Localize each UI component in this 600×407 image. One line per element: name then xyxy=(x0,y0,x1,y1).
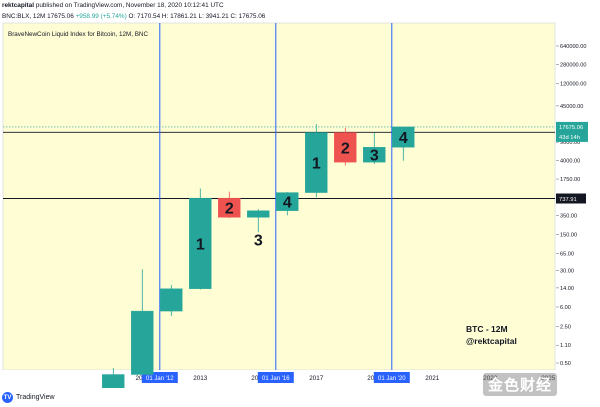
candle-body[interactable] xyxy=(392,126,415,148)
y-tick-label: 6.00 xyxy=(560,305,571,311)
chart-header: rektcapital published on TradingView.com… xyxy=(0,0,600,22)
candle-body[interactable] xyxy=(102,374,125,388)
tradingview-logo-text: TradingView xyxy=(16,394,55,401)
y-tick-label: 65.00 xyxy=(560,251,574,257)
cycle-phase-label: 3 xyxy=(370,148,379,165)
x-tick-label: 2021 xyxy=(425,375,440,382)
level-tag-label: 737.91 xyxy=(559,197,577,203)
author-name[interactable]: rektcapital xyxy=(2,2,34,9)
cycle-phase-label: 1 xyxy=(312,156,321,173)
x-tick-label: 2013 xyxy=(193,375,208,382)
ohlc-values: O: 7170.54 H: 17861.21 L: 3941.21 C: 176… xyxy=(128,13,266,20)
cycle-phase-label: 4 xyxy=(399,130,408,147)
vertical-marker-label: 01 Jan '16 xyxy=(262,376,290,382)
y-tick-label: 1750.00 xyxy=(560,177,580,183)
candle-body[interactable] xyxy=(247,210,270,218)
vertical-marker-tag xyxy=(141,372,178,383)
candle-body[interactable] xyxy=(218,197,241,218)
y-tick-label: 150.00 xyxy=(560,232,577,238)
y-tick-label: 640000.00 xyxy=(560,44,586,50)
y-tick-label: 280000.00 xyxy=(560,63,586,69)
y-tick-label: 45000.00 xyxy=(560,104,583,110)
vertical-marker-tag xyxy=(373,372,410,383)
price-tag xyxy=(556,131,588,142)
candle-body[interactable] xyxy=(334,132,357,163)
candlestick-chart[interactable]: BraveNewCoin Liquid Index for Bitcoin, 1… xyxy=(0,22,600,388)
x-tick-label: 2017 xyxy=(309,375,324,382)
cycle-phase-label: 4 xyxy=(283,195,292,212)
price-tag-label: 43d 14h xyxy=(559,135,580,141)
y-tick-label: 350.00 xyxy=(560,213,577,219)
x-tick-label: 2025 xyxy=(541,375,556,382)
cycle-phase-label: 2 xyxy=(341,140,350,157)
y-tick-label: 30.00 xyxy=(560,269,574,275)
y-tick-label: 1.10 xyxy=(560,343,571,349)
chart-footer: TV TradingView xyxy=(0,388,600,407)
annotation-author: @rektcapital xyxy=(466,336,517,346)
cycle-phase-label: 1 xyxy=(196,236,205,253)
annotation-title: BTC - 12M xyxy=(466,324,508,334)
price-change: +958.99 (+5.74%) xyxy=(75,13,127,20)
tradingview-logo-icon: TV xyxy=(2,392,13,403)
vertical-marker-tag xyxy=(257,372,294,383)
x-tick-label: 2023 xyxy=(483,375,498,382)
publish-details: published on TradingView.com, November 1… xyxy=(35,2,224,9)
y-tick-label: 120000.00 xyxy=(560,82,586,88)
symbol-label: BNC:BLX, 12M xyxy=(2,13,46,20)
watermark: 金色财经 xyxy=(483,373,558,396)
candle-body[interactable] xyxy=(276,192,299,211)
candle-body[interactable] xyxy=(131,310,154,375)
candle-body[interactable] xyxy=(363,147,386,163)
publish-info: rektcapital published on TradingView.com… xyxy=(2,0,600,11)
vertical-marker-label: 01 Jan '20 xyxy=(378,376,406,382)
y-tick-label: 9000.00 xyxy=(560,140,580,146)
price-tag xyxy=(556,121,588,132)
candle-body[interactable] xyxy=(160,288,183,312)
y-tick-label: 4000.00 xyxy=(560,158,580,164)
cycle-phase-label: 2 xyxy=(225,201,234,218)
last-price: 17675.06 xyxy=(47,13,74,20)
candle-body[interactable] xyxy=(305,132,328,193)
price-tag-label: 17675.06 xyxy=(559,125,583,131)
y-tick-label: 2.50 xyxy=(560,325,571,331)
level-tag xyxy=(556,193,586,204)
y-tick-label: 14.00 xyxy=(560,286,574,292)
candle-body[interactable] xyxy=(189,197,212,289)
symbol-info: BNC:BLX, 12M 17675.06 +958.99 (+5.74%) O… xyxy=(2,11,600,22)
y-tick-label: 0.50 xyxy=(560,361,571,367)
cycle-phase-label: 3 xyxy=(254,232,263,249)
tradingview-logo[interactable]: TV TradingView xyxy=(2,392,55,403)
vertical-marker-label: 01 Jan '12 xyxy=(146,376,174,382)
chart-title: BraveNewCoin Liquid Index for Bitcoin, 1… xyxy=(8,31,148,38)
